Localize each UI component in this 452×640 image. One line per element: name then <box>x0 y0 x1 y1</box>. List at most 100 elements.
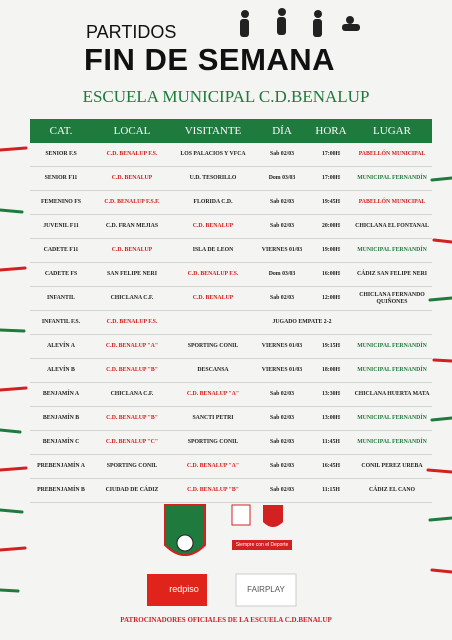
table-cell: VIERNES 01/03 <box>254 238 310 263</box>
table-cell: C.D. BENALUP "B" <box>92 358 172 383</box>
column-header: LOCAL <box>92 119 172 143</box>
table-row: SENIOR F11 C.D. BENALUP U.D. TESORILLO Dom … <box>30 166 432 191</box>
table-cell: Sab 02/03 <box>254 430 310 455</box>
table-cell: ALEVÍN A <box>30 334 92 359</box>
table-cell: C.D. BENALUP <box>92 166 172 191</box>
table-row: INFANTIL F.S. C.D. BENALUP F.S. JUGADO EMP… <box>30 310 432 335</box>
table-cell: PREBENJAMÍN A <box>30 454 92 479</box>
table-cell: 19:45H <box>310 190 352 215</box>
table-cell: 12:00H <box>310 286 352 311</box>
table-cell: 11:15H <box>310 478 352 503</box>
table-cell: C.D. BENALUP F.S. <box>92 143 172 167</box>
table-cell: 17:00H <box>310 166 352 191</box>
table-row: PREBENJAMÍN B CIUDAD DE CÁDIZ C.D. BENALUP… <box>30 478 432 503</box>
column-header: HORA <box>310 119 352 143</box>
table-cell: 13:30H <box>310 382 352 407</box>
table-cell: Sab 02/03 <box>254 406 310 431</box>
column-header: DÍA <box>254 119 310 143</box>
table-row: JUVENIL F11 C.D. FRAN MEJIAS C.D. BENALUP S… <box>30 214 432 239</box>
table-row: CADETE FS SAN FELIPE NERI C.D. BENALUP F.S… <box>30 262 432 287</box>
table-cell: Dom 03/03 <box>254 166 310 191</box>
table-cell: MUNICIPAL FERNANDÍN <box>352 334 432 359</box>
table-cell: C.D. BENALUP "B" <box>172 478 254 503</box>
table-cell: MUNICIPAL FERNANDÍN <box>352 406 432 431</box>
table-cell: 16:00H <box>310 262 352 287</box>
table-cell: CADETE F11 <box>30 238 92 263</box>
table-cell: C.D. BENALUP <box>92 238 172 263</box>
table-cell: C.D. BENALUP F.S. <box>92 310 172 335</box>
title: FIN DE SEMANA <box>84 42 336 77</box>
table-cell: PABELLÓN MUNICIPAL <box>352 190 432 215</box>
table-cell: SPORTING CONIL <box>172 430 254 455</box>
table-cell: JUGADO EMPATE 2-2 <box>172 310 432 335</box>
table-cell: CÁDIZ SAN FELIPE NERI <box>352 262 432 287</box>
table-cell: CÁDIZ EL CANO <box>352 478 432 503</box>
table-row: SENIOR F.S C.D. BENALUP F.S. LOS PALACIOS … <box>30 143 432 167</box>
table-cell: CHICLANA EL FONTANAL <box>352 214 432 239</box>
table-cell: SENIOR F11 <box>30 166 92 191</box>
table-cell: VIERNES 01/03 <box>254 358 310 383</box>
table-cell: CHICLANA C.F. <box>92 286 172 311</box>
column-header: CAT. <box>30 119 92 143</box>
table-cell: U.D. TESORILLO <box>172 166 254 191</box>
table-cell: FLORIDA C.D. <box>172 190 254 215</box>
table-cell: 20:00H <box>310 214 352 239</box>
table-cell: JUVENIL F11 <box>30 214 92 239</box>
table-cell: CIUDAD DE CÁDIZ <box>92 478 172 503</box>
table-cell: SAN FELIPE NERI <box>92 262 172 287</box>
table-row: INFANTIL CHICLANA C.F. C.D. BENALUP Sab 02/… <box>30 286 432 311</box>
table-cell: Sab 02/03 <box>254 214 310 239</box>
table-cell: SPORTING CONIL <box>172 334 254 359</box>
table-cell: SANCTI PETRI <box>172 406 254 431</box>
table-cell: Sab 02/03 <box>254 478 310 503</box>
slogan: Siempre con el Deporte <box>236 542 289 548</box>
schedule-table: CAT. LOCAL VISITANTE DÍA HORA LUGAR SENIOR F.… <box>30 119 432 503</box>
table-row: CADETE F11 C.D. BENALUP ISLA DE LEON VIERNE… <box>30 238 432 263</box>
table-cell: C.D. BENALUP <box>172 286 254 311</box>
table-cell: C.D. FRAN MEJIAS <box>92 214 172 239</box>
table-cell: C.D. BENALUP "A" <box>92 334 172 359</box>
table-cell: C.D. BENALUP "C" <box>92 430 172 455</box>
table-row: ALEVÍN A C.D. BENALUP "A" SPORTING CONIL VI… <box>30 334 432 359</box>
table-cell: 19:00H <box>310 238 352 263</box>
table-cell: CHICLANA FERNANDO QUIÑONES <box>352 286 432 311</box>
table-row: PREBENJAMÍN A SPORTING CONIL C.D. BENALUP … <box>30 454 432 479</box>
table-cell: C.D. BENALUP "B" <box>92 406 172 431</box>
table-cell: CADETE FS <box>30 262 92 287</box>
table-cell: C.D. BENALUP "A" <box>172 382 254 407</box>
table-cell: C.D. BENALUP F.S. <box>172 262 254 287</box>
table-cell: C.D. BENALUP "A" <box>172 454 254 479</box>
table-cell: 13:00H <box>310 406 352 431</box>
table-cell: PABELLÓN MUNICIPAL <box>352 143 432 167</box>
table-cell: ISLA DE LEON <box>172 238 254 263</box>
footer: PATROCINADORES OFICIALES DE LA ESCUELA C… <box>120 616 332 624</box>
table-cell: ALEVÍN B <box>30 358 92 383</box>
header-row: CAT. LOCAL VISITANTE DÍA HORA LUGAR <box>30 119 432 143</box>
table-row: BENJAMÍN A CHICLANA C.F. C.D. BENALUP "A" S… <box>30 382 432 407</box>
table-cell: Sab 02/03 <box>254 454 310 479</box>
table-cell: CONIL PEREZ UREBA <box>352 454 432 479</box>
table-cell: DESCANSA <box>172 358 254 383</box>
table-cell: 11:45H <box>310 430 352 455</box>
table-cell: Sab 02/03 <box>254 190 310 215</box>
table-cell: 17:00H <box>310 143 352 167</box>
subtitle: ESCUELA MUNICIPAL C.D.BENALUP <box>82 87 370 106</box>
table-row: BENJAMÍN B C.D. BENALUP "B" SANCTI PETRI Sa… <box>30 406 432 431</box>
table-cell: FEMENINO FS <box>30 190 92 215</box>
table-cell: LOS PALACIOS Y VFCA <box>172 143 254 167</box>
table-cell: Sab 02/03 <box>254 382 310 407</box>
table-cell: BENJAMÍN C <box>30 430 92 455</box>
table-cell: Sab 02/03 <box>254 286 310 311</box>
table-cell: INFANTIL F.S. <box>30 310 92 335</box>
column-header: LUGAR <box>352 119 432 143</box>
table-cell: MUNICIPAL FERNANDÍN <box>352 238 432 263</box>
table-cell: MUNICIPAL FERNANDÍN <box>352 358 432 383</box>
table-cell: CHICLANA HUERTA MATA <box>352 382 432 407</box>
table-cell: C.D. BENALUP F.S.F. <box>92 190 172 215</box>
table-cell: Dom 03/03 <box>254 262 310 287</box>
table-cell: 18:00H <box>310 358 352 383</box>
sponsor-redpiso: redpiso <box>169 584 199 594</box>
table-cell: SPORTING CONIL <box>92 454 172 479</box>
table-cell: PREBENJAMÍN B <box>30 478 92 503</box>
